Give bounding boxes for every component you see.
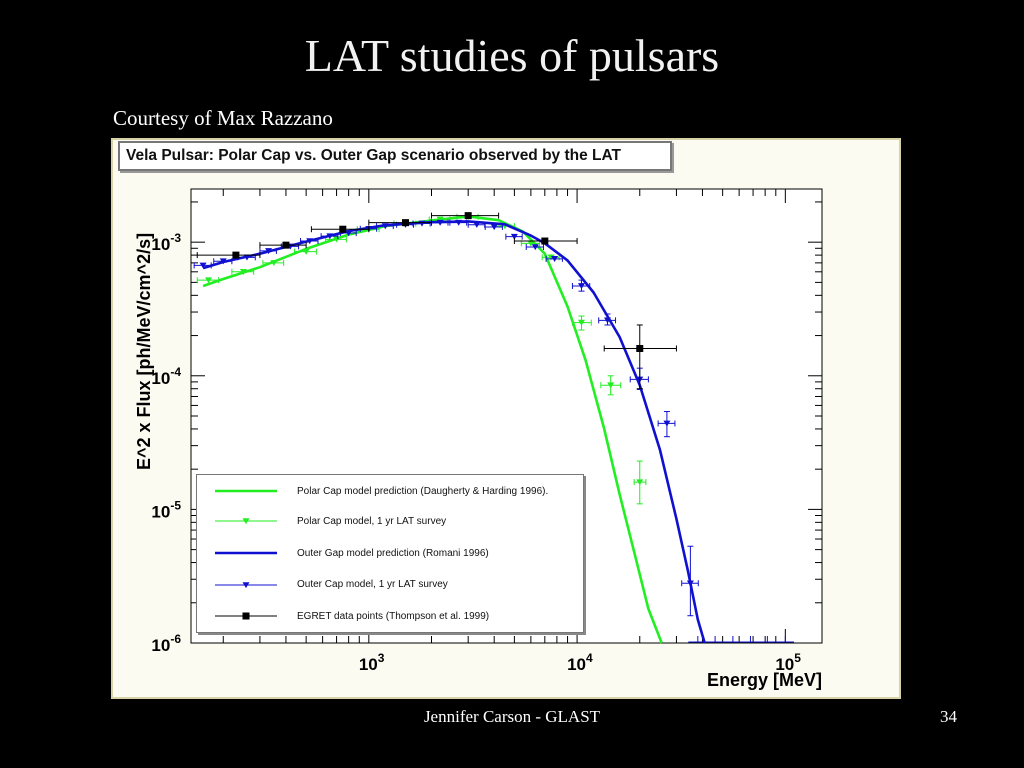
data-point-square (464, 212, 472, 220)
data-point-triangle (381, 223, 389, 230)
legend-entry-outer-cap-survey: Outer Cap model, 1 yr LAT survey (297, 579, 448, 590)
legend-swatch-marker (242, 518, 250, 525)
data-point-triangle (436, 219, 444, 226)
data-point-triangle (199, 262, 207, 269)
y-tick-label: 10-6 (151, 632, 181, 655)
data-point-triangle (551, 256, 559, 263)
data-point-triangle (243, 254, 251, 261)
legend-entry-egret-data: EGRET data points (Thompson et al. 1999) (297, 611, 490, 622)
data-point-triangle (547, 254, 555, 261)
data-point-triangle (577, 283, 585, 290)
data-point-square (339, 225, 347, 233)
series-layer (193, 212, 794, 644)
data-point-triangle (205, 277, 213, 284)
chart-title: Vela Pulsar: Polar Cap vs. Outer Gap sce… (118, 141, 672, 171)
legend-swatches (215, 489, 277, 620)
data-point-triangle (527, 240, 535, 247)
x-tick-label: 105 (775, 651, 801, 674)
courtesy-credit: Courtesy of Max Razzano (113, 106, 333, 130)
data-point-triangle (604, 317, 612, 324)
data-point-triangle (510, 233, 518, 240)
data-point-square (232, 251, 240, 259)
footer-author: Jennifer Carson - GLAST (423, 707, 601, 726)
x-tick-label: 103 (359, 651, 385, 674)
legend-entry-polar-cap-prediction: Polar Cap model prediction (Daugherty & … (297, 486, 549, 497)
data-point-triangle (219, 258, 227, 265)
data-point-triangle (473, 221, 481, 228)
data-point-triangle (326, 233, 334, 240)
data-point-triangle (686, 580, 694, 587)
legend: Polar Cap model prediction (Daugherty & … (196, 474, 584, 633)
y-tick-label: 10-3 (151, 231, 181, 254)
x-tick-label: 104 (567, 651, 593, 674)
data-point-triangle (607, 382, 615, 389)
y-tick-label: 10-5 (151, 498, 181, 521)
data-point-triangle (577, 319, 585, 326)
data-point-triangle (455, 219, 463, 226)
page-number: 34 (940, 707, 957, 726)
data-point-triangle (531, 244, 539, 251)
y-tick-label: 10-4 (151, 365, 181, 388)
axis-labels: 103 104 105 10-3 10-4 10-5 10-6 (151, 231, 801, 674)
data-point-triangle (265, 248, 273, 255)
data-point-square (401, 219, 409, 227)
legend-entry-polar-cap-survey: Polar Cap model, 1 yr LAT survey (297, 516, 447, 527)
slide-title: LAT studies of pulsars (304, 30, 720, 81)
data-point-triangle (345, 230, 353, 237)
legend-swatch-marker (242, 582, 250, 589)
series-line (202, 220, 706, 644)
data-point-square (282, 241, 290, 249)
data-point-triangle (636, 479, 644, 486)
data-point-triangle (302, 248, 310, 255)
data-point-square (636, 345, 644, 353)
y-axis-label: E^2 x Flux [ph/MeV/cm^2/s] (134, 233, 154, 470)
data-point-square (541, 237, 549, 245)
x-axis-label: Energy [MeV] (707, 670, 822, 690)
data-point-triangle (306, 238, 314, 245)
data-point-triangle (663, 420, 671, 427)
legend-entry-outer-gap-prediction: Outer Gap model prediction (Romani 1996) (297, 548, 489, 559)
data-point-triangle (490, 224, 498, 231)
data-point-triangle (239, 269, 247, 275)
legend-swatch-marker (242, 612, 250, 620)
data-point-triangle (436, 216, 444, 223)
data-point-triangle (270, 260, 278, 267)
